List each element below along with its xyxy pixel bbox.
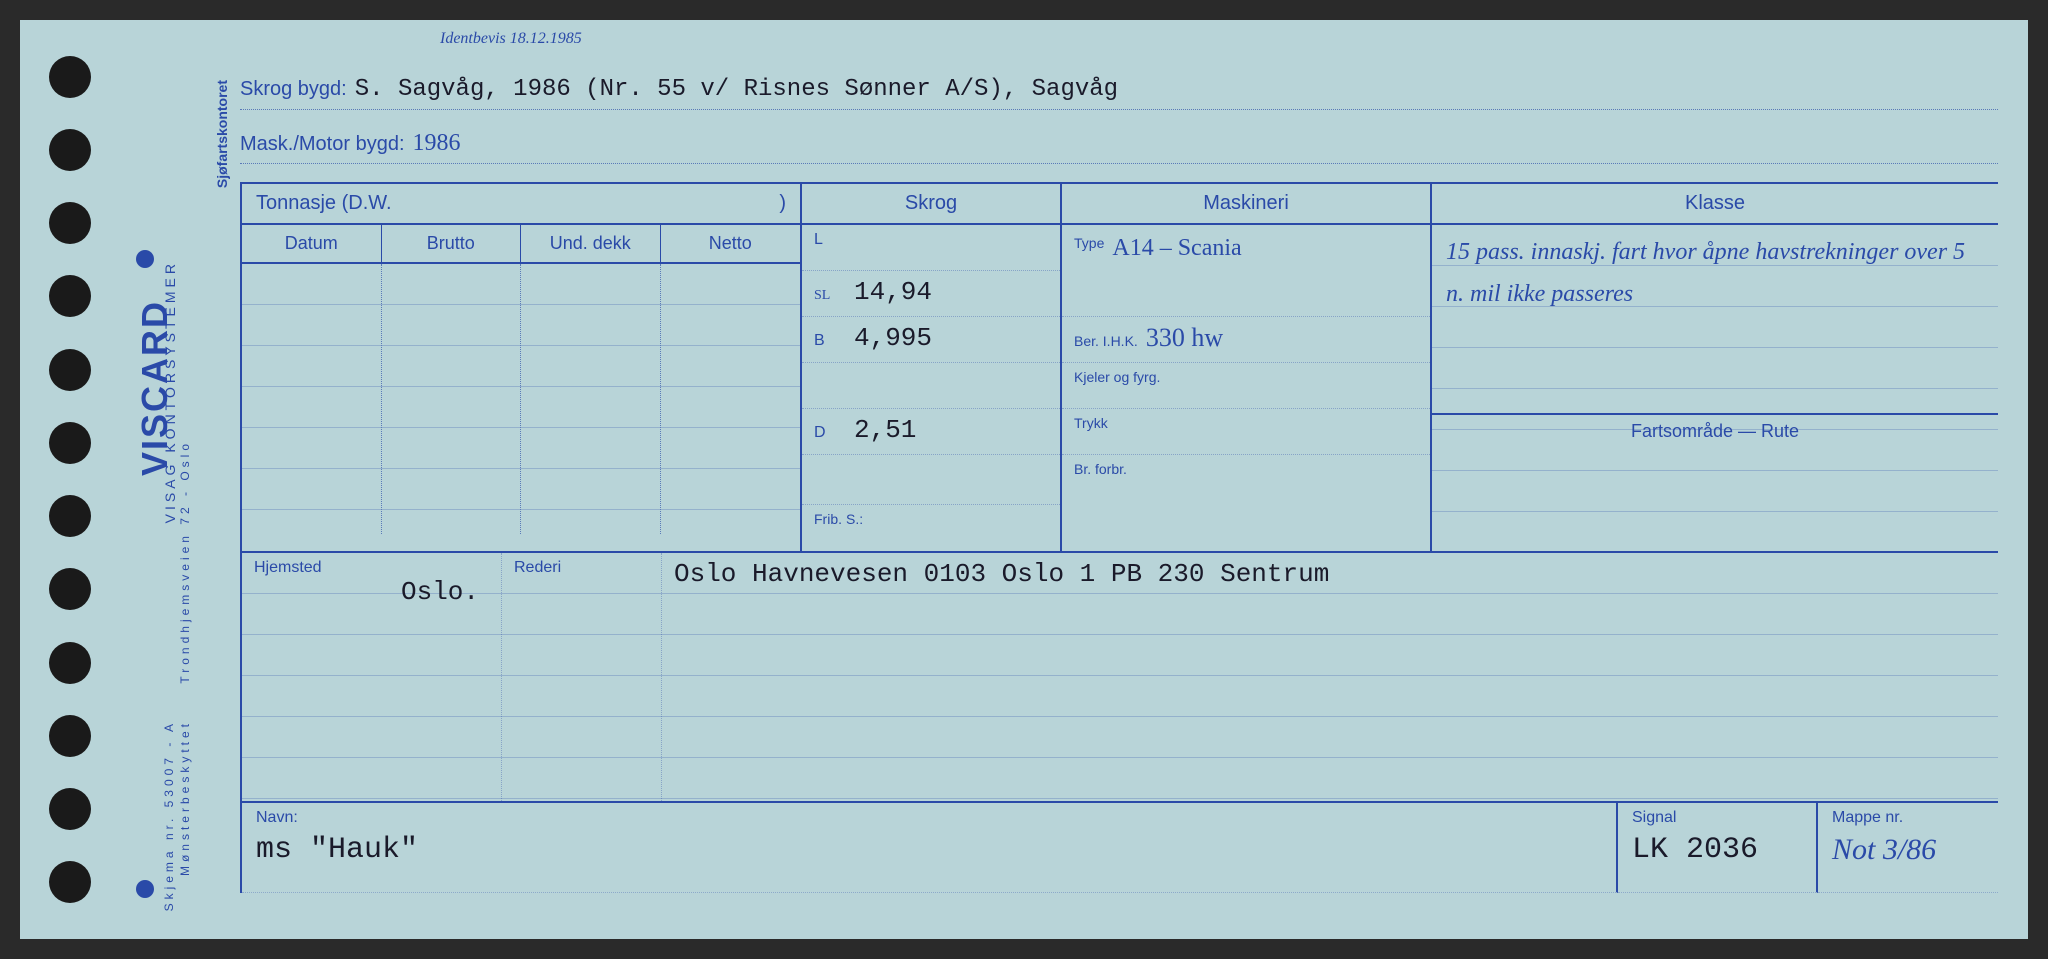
navn-label: Navn: <box>256 809 1602 827</box>
skrog-bygd-label: Skrog bygd: <box>240 78 347 101</box>
mappe-value: Not 3/86 <box>1832 833 1984 867</box>
header-fields: Skrog bygd: S. Sagvåg, 1986 (Nr. 55 v/ R… <box>240 70 1998 164</box>
hole <box>49 715 91 757</box>
hole <box>49 568 91 610</box>
hole <box>49 202 91 244</box>
dim-l-label: L <box>814 231 854 249</box>
kjeler-row: Kjeler og fyrg. <box>1062 363 1430 409</box>
side-visag: VISAG KONTORSYSTEMER <box>162 260 178 523</box>
col-netto: Netto <box>661 225 801 264</box>
col-datum: Datum <box>242 225 382 264</box>
mask-bygd-value: 1986 <box>413 130 461 157</box>
rederi-label: Rederi <box>514 559 649 577</box>
hjemsted-value: Oslo. <box>254 577 489 607</box>
tonnasje-subheaders: Datum Brutto Und. dekk Netto <box>242 225 800 264</box>
bullet-icon <box>136 880 154 898</box>
hole <box>49 129 91 171</box>
col-brutto: Brutto <box>382 225 522 264</box>
tonnasje-label: Tonnasje (D.W. ) <box>242 184 800 225</box>
maskineri-header: Maskineri <box>1062 184 1430 225</box>
hjemsted-label: Hjemsted <box>254 559 489 577</box>
hjemsted-cell: Hjemsted Oslo. <box>242 553 502 801</box>
skrog-bygd-row: Skrog bygd: S. Sagvåg, 1986 (Nr. 55 v/ R… <box>240 70 1998 110</box>
frib-label: Frib. <box>814 511 842 527</box>
trykk-row: Trykk <box>1062 409 1430 455</box>
br-row: Br. forbr. <box>1062 455 1430 501</box>
dim-b-label: B <box>814 332 854 350</box>
mask-type-row: Type A14 – Scania <box>1062 225 1430 317</box>
dim-b-row: B 4,995 <box>802 317 1060 363</box>
dim-b-value: 4,995 <box>854 323 932 353</box>
dim-sl-row: SL 14,94 <box>802 271 1060 317</box>
side-imprint: VISCARD VISAG KONTORSYSTEMER Trondhjemsv… <box>120 20 190 939</box>
dim-l-row: L <box>802 225 1060 271</box>
hole <box>49 788 91 830</box>
maskineri-body: Type A14 – Scania Ber. I.H.K. 330 hw Kje… <box>1062 225 1430 551</box>
tonnasje-label-text: Tonnasje (D.W. <box>256 192 392 214</box>
skrog-body: L SL 14,94 B 4,995 D 2,51 <box>802 225 1060 551</box>
hole <box>49 349 91 391</box>
fartsomrade-label: Fartsområde — Rute <box>1432 413 1998 442</box>
hole <box>49 861 91 903</box>
mask-type-value: A14 – Scania <box>1112 235 1241 262</box>
s-label: S.: <box>846 511 863 527</box>
side-skjema: Skjema nr. 53007 - A <box>162 720 176 911</box>
klasse-body: 15 pass. innaskj. fart hvor åpne havstre… <box>1432 225 1998 551</box>
skrog-header: Skrog <box>802 184 1060 225</box>
mappe-label: Mappe nr. <box>1832 809 1984 827</box>
klasse-header: Klasse <box>1432 184 1998 225</box>
klasse-note: 15 pass. innaskj. fart hvor åpne havstre… <box>1446 231 1984 315</box>
hole <box>49 495 91 537</box>
bottom-row: Navn: ms "Hauk" Signal LK 2036 Mappe nr.… <box>240 803 1998 893</box>
dim-l-value: 14,94 <box>854 277 932 307</box>
dim-d-row: D 2,51 <box>802 409 1060 455</box>
hole <box>49 642 91 684</box>
card-body: Identbevis 18.12.1985 Skrog bygd: S. Sag… <box>190 20 2028 939</box>
dim-sl-label: SL <box>814 288 854 304</box>
ihk-label: Ber. I.H.K. <box>1074 333 1138 349</box>
dim-d-label: D <box>814 424 854 442</box>
binder-holes <box>20 20 120 939</box>
rederi-label-cell: Rederi <box>502 553 662 801</box>
main-grid: Tonnasje (D.W. ) Datum Brutto Und. dekk … <box>240 182 1998 553</box>
klasse-column: Klasse 15 pass. innaskj. fart hvor åpne … <box>1432 184 1998 551</box>
hole <box>49 275 91 317</box>
signal-value: LK 2036 <box>1632 833 1802 867</box>
tonnasje-column: Tonnasje (D.W. ) Datum Brutto Und. dekk … <box>242 184 802 551</box>
kjeler-label: Kjeler og fyrg. <box>1074 369 1160 385</box>
dim-blank2-row <box>802 455 1060 505</box>
hole <box>49 56 91 98</box>
signal-cell: Signal LK 2036 <box>1618 803 1818 893</box>
mask-type-label: Type <box>1074 235 1104 251</box>
record-card: VISCARD VISAG KONTORSYSTEMER Trondhjemsv… <box>20 20 2028 939</box>
rederi-value-cell: Oslo Havnevesen 0103 Oslo 1 PB 230 Sentr… <box>662 553 1998 801</box>
rederi-value: Oslo Havnevesen 0103 Oslo 1 PB 230 Sentr… <box>674 559 1986 589</box>
ident-note: Identbevis 18.12.1985 <box>440 30 582 48</box>
bullet-icon <box>136 250 154 268</box>
dim-blank-row <box>802 363 1060 409</box>
skrog-column: Skrog L SL 14,94 B 4,995 D <box>802 184 1062 551</box>
skrog-bygd-value: S. Sagvåg, 1986 (Nr. 55 v/ Risnes Sønner… <box>355 76 1118 103</box>
trykk-label: Trykk <box>1074 415 1108 431</box>
dim-frib-row: Frib. S.: <box>802 505 1060 551</box>
signal-label: Signal <box>1632 809 1802 827</box>
navn-cell: Navn: ms "Hauk" <box>242 803 1618 893</box>
lower-grid: Hjemsted Oslo. Rederi Oslo Havnevesen 01… <box>240 553 1998 803</box>
col-und-dekk: Und. dekk <box>521 225 661 264</box>
dim-d-value: 2,51 <box>854 415 916 445</box>
maskineri-column: Maskineri Type A14 – Scania Ber. I.H.K. … <box>1062 184 1432 551</box>
mask-bygd-label: Mask./Motor bygd: <box>240 133 405 156</box>
mask-ihk-row: Ber. I.H.K. 330 hw <box>1062 317 1430 363</box>
navn-value: ms "Hauk" <box>256 833 1602 867</box>
hole <box>49 422 91 464</box>
mappe-cell: Mappe nr. Not 3/86 <box>1818 803 1998 893</box>
ihk-value: 330 hw <box>1146 323 1223 353</box>
mask-bygd-row: Mask./Motor bygd: 1986 <box>240 124 1998 164</box>
tonnasje-body <box>242 264 800 534</box>
br-label: Br. forbr. <box>1074 461 1127 477</box>
